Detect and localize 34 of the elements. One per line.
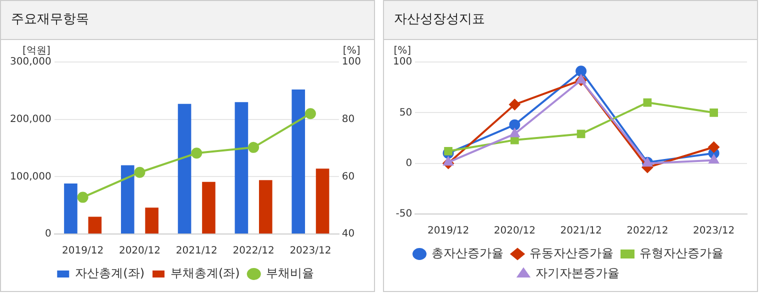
- y-tick-label: 300,000: [10, 56, 52, 68]
- legend-label: 자기자본증가율: [536, 266, 620, 280]
- x-tick-label: 2023/12: [693, 226, 735, 237]
- x-tick-label: 2019/12: [428, 226, 470, 237]
- legend-label: 총자산증가율: [432, 246, 504, 260]
- legend-label: 부채비율: [266, 266, 314, 280]
- x-tick-label: 2023/12: [290, 246, 332, 257]
- x-tick-label: 2021/12: [176, 246, 218, 257]
- y2-axis-title: [%]: [342, 46, 360, 57]
- y2-tick-label: 60: [342, 171, 355, 182]
- legend-label: 유형자산증가율: [640, 246, 724, 260]
- legend-label: 자산총계(좌): [75, 266, 145, 280]
- legend-label: 부채총계(좌): [170, 266, 240, 280]
- y-tick-label: 0: [44, 228, 52, 240]
- x-tick-label: 2020/12: [494, 226, 536, 237]
- y2-tick-label: 100: [342, 56, 362, 68]
- y-tick-label: 50: [399, 107, 412, 118]
- y2-tick-label: 80: [342, 114, 355, 125]
- x-tick-label: 2022/12: [232, 246, 274, 257]
- legend-label: 유동자산증가율: [530, 246, 614, 260]
- y-tick-label: 0: [406, 158, 412, 169]
- x-tick-label: 2021/12: [560, 226, 602, 237]
- y-tick-label: 100: [392, 56, 412, 68]
- x-tick-label: 2020/12: [118, 246, 160, 257]
- y2-tick-label: 40: [342, 228, 355, 240]
- y-axis-title: [억원]: [22, 46, 50, 57]
- chart-title: 자산성장성지표: [384, 1, 757, 40]
- y-tick-label: -50: [396, 208, 412, 220]
- x-tick-label: 2022/12: [626, 226, 668, 237]
- y-tick-label: 100,000: [10, 171, 52, 182]
- y-tick-label: 200,000: [10, 114, 52, 125]
- x-tick-label: 2019/12: [62, 246, 104, 257]
- y-axis-title: [%]: [394, 46, 412, 57]
- chart-title: 주요재무항목: [1, 1, 374, 40]
